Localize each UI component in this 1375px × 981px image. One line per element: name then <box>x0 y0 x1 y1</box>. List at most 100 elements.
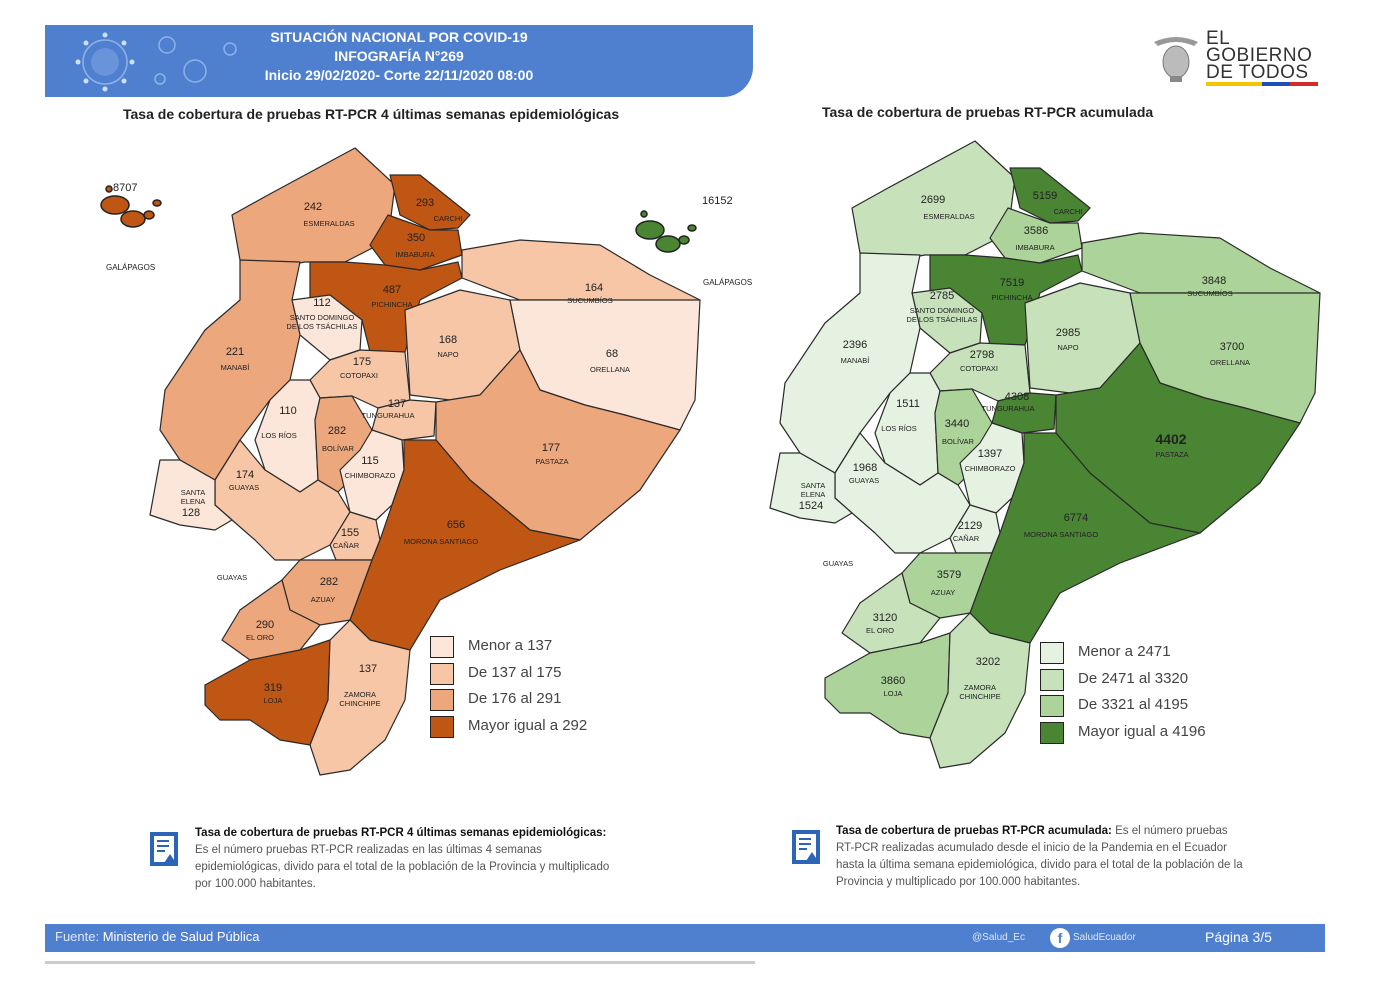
province-value-imbabura: 3586 <box>1024 225 1048 237</box>
legend-label: De 137 al 175 <box>468 663 562 681</box>
province-name-pichincha: PICHINCHA <box>371 300 412 309</box>
footer-divider <box>45 961 755 964</box>
legend-swatch <box>1040 642 1064 664</box>
note-cumulative-text: Es el número pruebas RT-PCR realizadas a… <box>836 825 1243 888</box>
province-el-oro <box>221 579 321 661</box>
map-cumulative: 16152 GALÁPAGOS 2699 ESMERALDAS 5159 CARCHI 35… <box>635 140 1321 769</box>
province-value-imbabura: 350 <box>407 232 425 244</box>
province-name-santa-elena: SANTA ELENA <box>181 488 206 506</box>
note-cumulative-term: Tasa de cobertura de pruebas RT-PCR acum… <box>836 825 1112 837</box>
map-title-cumulative: Tasa de cobertura de pruebas RT-PCR acum… <box>822 104 1154 120</box>
logo-line-1: EL <box>1206 28 1231 49</box>
footer-bar: Fuente: Ministerio de Salud Pública @Sal… <box>45 924 1325 952</box>
ecuador-coat-of-arms-icon <box>1154 37 1198 82</box>
clipboard-warning-icon <box>150 832 178 866</box>
province-name-esmeraldas: ESMERALDAS <box>303 219 354 228</box>
province-name-chimborazo: CHIMBORAZO <box>345 471 396 480</box>
province-value-orellana: 3700 <box>1220 341 1244 353</box>
logo-line-2: GOBIERNO <box>1206 45 1313 66</box>
province-value-chimborazo: 1397 <box>978 448 1002 460</box>
province-name-bol-var: BOLÍVAR <box>322 444 355 453</box>
province-santa-elena <box>149 459 233 531</box>
province-value-bol-var: 3440 <box>945 418 969 430</box>
province-name-esmeraldas: ESMERALDAS <box>923 212 974 221</box>
province-value-sucumb-os: 164 <box>585 282 603 294</box>
province-name-pastaza: PASTAZA <box>535 457 568 466</box>
province-value-tungurahua: 4308 <box>1005 391 1029 403</box>
province-el-oro <box>841 572 941 654</box>
province-value-bol-var: 282 <box>328 425 346 437</box>
province-value-galapagos: 16152 <box>702 195 733 207</box>
province-name-carchi: CARCHI <box>434 214 463 223</box>
province-name-imbabura: IMBABURA <box>395 250 434 259</box>
flag-bar <box>1206 82 1318 86</box>
province-value-los-r-os: 1511 <box>896 398 920 410</box>
province-name-el-oro: EL ORO <box>866 626 894 635</box>
facebook-handle[interactable]: SaludEcuador <box>1073 932 1136 943</box>
province-value-pastaza: 4402 <box>1155 431 1186 447</box>
province-value-guayas: 1968 <box>853 462 877 474</box>
legend-label: De 2471 al 3320 <box>1078 669 1189 687</box>
note-4-weeks: Tasa de cobertura de pruebas RT-PCR 4 úl… <box>195 825 610 893</box>
province-value-el-oro: 3120 <box>873 612 897 624</box>
legend-swatch <box>430 636 454 658</box>
province-value-orellana: 68 <box>606 348 618 360</box>
legend-label: De 3321 al 4195 <box>1078 696 1189 713</box>
twitter-handle[interactable]: @Salud_Ec <box>972 932 1025 943</box>
legend-label: Menor a 2471 <box>1078 643 1171 660</box>
header-dates: Inicio 29/02/2020- Corte 22/11/2020 08:0… <box>264 67 534 83</box>
province-value-zamora-chinchipe: 3202 <box>976 656 1000 668</box>
province-name-sucumb-os: SUCUMBÍOS <box>1187 289 1232 298</box>
legend-label: Mayor igual a 292 <box>468 716 588 734</box>
province-value-santa-elena: 1524 <box>799 500 823 512</box>
province-name-loja: LOJA <box>264 696 283 705</box>
province-value-loja: 319 <box>264 682 282 694</box>
province-name-ca-ar: CAÑAR <box>953 534 980 543</box>
province-name-zamora-chinchipe: ZAMORA CHINCHIPE <box>339 690 380 708</box>
clipboard-warning-icon <box>792 830 820 864</box>
province-value-santo-domingo-de-los-ts-chilas: 112 <box>313 297 331 309</box>
legend-label: De 176 al 291 <box>468 690 562 707</box>
province-value-cotopaxi: 175 <box>353 356 371 368</box>
province-galapagos <box>635 210 697 253</box>
province-value-el-oro: 290 <box>256 619 274 631</box>
province-name-tungurahua: TUNGURAHUA <box>982 404 1035 413</box>
province-value-ca-ar: 155 <box>341 527 359 539</box>
province-zamora-chinchipe <box>929 612 1031 769</box>
province-name-ca-ar: CAÑAR <box>333 541 360 550</box>
province-name-azuay: AZUAY <box>931 588 955 597</box>
note-4-weeks-term: Tasa de cobertura de pruebas RT-PCR 4 úl… <box>195 827 607 839</box>
legend-swatch <box>1040 668 1064 691</box>
note-cumulative: Tasa de cobertura de pruebas RT-PCR acum… <box>836 823 1246 891</box>
legend-swatch <box>1040 695 1064 717</box>
province-value-morona-santiago: 6774 <box>1064 512 1088 524</box>
province-value-sucumb-os: 3848 <box>1202 275 1226 287</box>
province-value-morona-santiago: 656 <box>447 519 465 531</box>
province-value-santa-elena: 128 <box>182 507 200 519</box>
province-name-cotopaxi: COTOPAXI <box>960 364 998 373</box>
note-4-weeks-text: Es el número pruebas RT-PCR realizadas e… <box>195 844 610 890</box>
province-name-chimborazo: CHIMBORAZO <box>965 464 1016 473</box>
header-title: SITUACIÓN NACIONAL POR COVID-19 <box>270 29 528 45</box>
province-value-tungurahua: 137 <box>388 398 406 410</box>
virus-icon <box>75 32 237 92</box>
province-value-manab-: 221 <box>226 346 244 358</box>
province-name-cotopaxi: COTOPAXI <box>340 371 378 380</box>
province-imbabura <box>369 214 463 271</box>
province-name-santa-elena: SANTA ELENA <box>801 481 826 499</box>
footer-source-value: Ministerio de Salud Pública <box>102 929 260 944</box>
province-imbabura <box>989 207 1083 264</box>
facebook-icon[interactable]: f <box>1050 928 1070 948</box>
province-name-manab-: MANABÍ <box>841 356 871 365</box>
province-name-santo-domingo-de-los-ts-chilas: SANTO DOMINGO DE LOS TSÁCHILAS <box>906 306 977 324</box>
province-name-los-r-os: LOS RÍOS <box>261 431 296 440</box>
province-name-sucumb-os: SUCUMBÍOS <box>567 296 612 305</box>
page-number: Página 3/5 <box>1205 929 1272 945</box>
province-value-santo-domingo-de-los-ts-chilas: 2785 <box>930 290 954 302</box>
header-infografia: INFOGRAFÍA N°269 <box>334 48 464 64</box>
province-name-tungurahua: TUNGURAHUA <box>362 411 415 420</box>
province-zamora-chinchipe <box>309 619 411 776</box>
province-value-galapagos: 8707 <box>113 182 137 194</box>
